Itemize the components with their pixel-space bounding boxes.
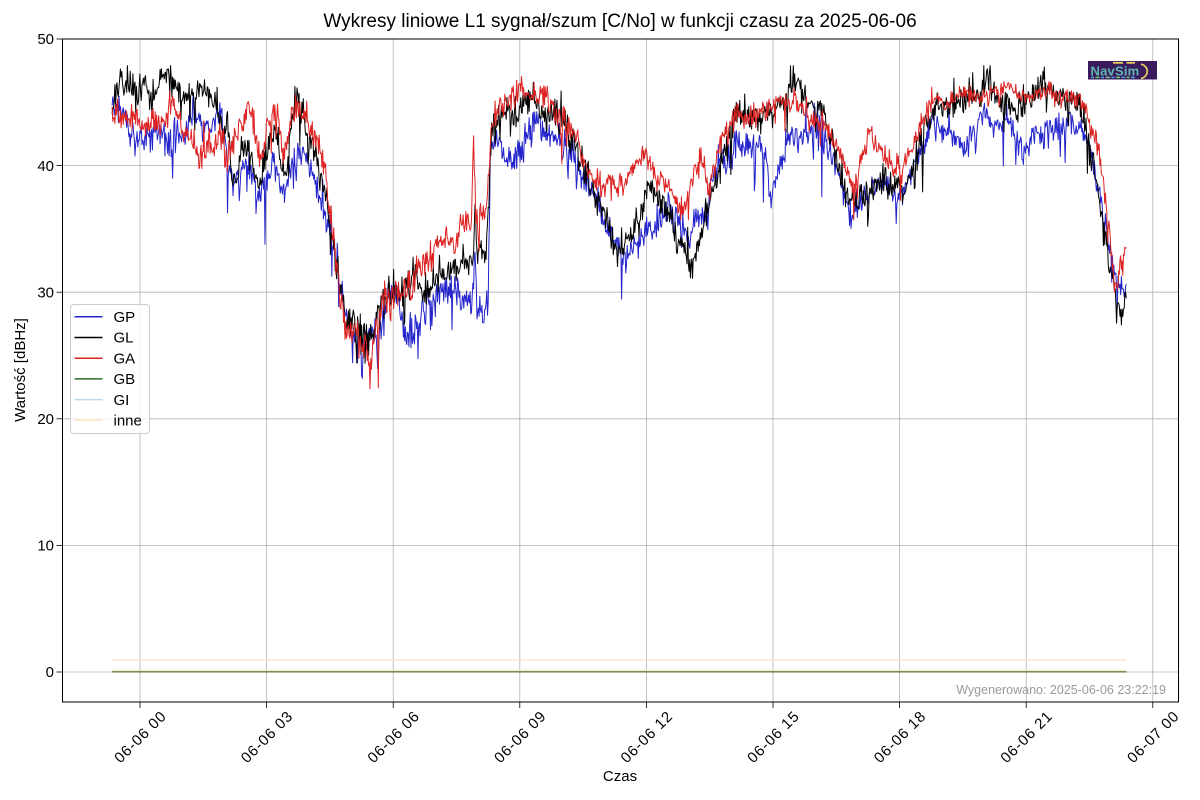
svg-text:Wykresy liniowe L1 sygnał/szum: Wykresy liniowe L1 sygnał/szum [C/No] w …: [323, 11, 916, 32]
svg-text:Wartość [dBHz]: Wartość [dBHz]: [12, 318, 29, 422]
svg-text:GI: GI: [114, 392, 130, 409]
svg-text:0: 0: [46, 664, 54, 681]
svg-text:10: 10: [37, 538, 54, 555]
svg-text:NavSim: NavSim: [1091, 64, 1140, 79]
svg-text:GB: GB: [114, 371, 136, 388]
svg-text:50: 50: [37, 31, 54, 48]
svg-text:GA: GA: [114, 350, 136, 367]
svg-text:30: 30: [37, 284, 54, 301]
svg-text:Wygenerowano: 2025-06-06 23:22: Wygenerowano: 2025-06-06 23:22:19: [956, 683, 1166, 697]
svg-text:Czas: Czas: [603, 768, 637, 785]
svg-text:GL: GL: [114, 330, 134, 347]
svg-text:40: 40: [37, 158, 54, 175]
svg-text:20: 20: [37, 411, 54, 428]
svg-text:GP: GP: [114, 309, 136, 326]
svg-text:inne: inne: [114, 413, 142, 430]
